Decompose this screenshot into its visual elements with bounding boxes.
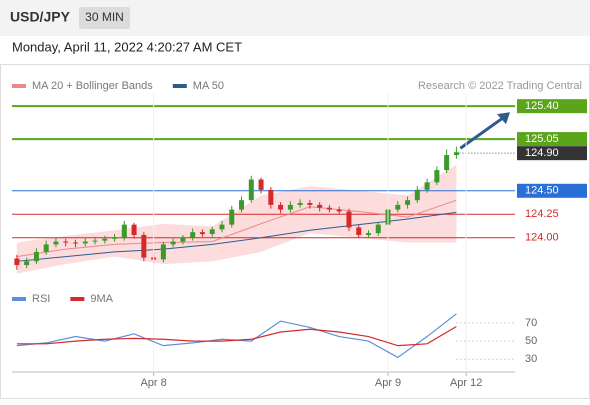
candle-body bbox=[375, 224, 381, 234]
candle-body bbox=[92, 240, 98, 242]
moving-average bbox=[16, 199, 457, 258]
candle-body bbox=[170, 241, 176, 245]
level-label: 124.90 bbox=[525, 147, 559, 159]
candle-body bbox=[434, 170, 440, 183]
level-tag bbox=[517, 183, 587, 198]
level-label: 125.40 bbox=[525, 100, 559, 112]
candle-body bbox=[297, 203, 303, 205]
y-tick-label: 50 bbox=[525, 335, 537, 347]
candle-body bbox=[131, 224, 137, 235]
candle-body bbox=[180, 237, 186, 242]
candle-body bbox=[453, 152, 459, 156]
candle-body bbox=[287, 204, 293, 210]
candle-body bbox=[268, 189, 274, 205]
interval-badge[interactable] bbox=[79, 7, 130, 29]
candle-body bbox=[121, 224, 127, 238]
candle-body bbox=[248, 179, 254, 201]
legend-label: MA 20 + Bollinger Bands bbox=[32, 80, 153, 92]
level-label: 124.00 bbox=[525, 232, 559, 244]
indicator-line bbox=[16, 326, 457, 347]
candle-body bbox=[278, 204, 284, 210]
target-arrowhead bbox=[497, 112, 510, 125]
indicator-line bbox=[16, 313, 457, 359]
moving-average bbox=[16, 211, 457, 262]
candle-body bbox=[239, 200, 245, 210]
candle-body bbox=[63, 241, 69, 243]
level-label: 124.25 bbox=[525, 208, 559, 220]
candle-body bbox=[24, 261, 30, 266]
legend-swatch bbox=[12, 84, 26, 88]
candle-body bbox=[209, 229, 215, 235]
y-tick-label: 70 bbox=[525, 317, 537, 329]
candle-body bbox=[336, 209, 342, 212]
candle-body bbox=[112, 237, 118, 239]
candle-body bbox=[346, 211, 352, 228]
candle-body bbox=[307, 203, 313, 205]
candle-body bbox=[229, 209, 235, 225]
x-tick-label: Apr 12 bbox=[450, 377, 482, 389]
candle-body bbox=[33, 251, 39, 262]
x-tick-label: Apr 9 bbox=[375, 377, 401, 389]
candle-body bbox=[160, 244, 166, 260]
legend-swatch bbox=[70, 297, 85, 301]
candle-body bbox=[424, 182, 430, 190]
legend-label: RSI bbox=[32, 293, 50, 305]
credit: Research © 2022 Trading Central bbox=[418, 80, 582, 92]
level-tag bbox=[517, 132, 587, 147]
level-tag bbox=[517, 99, 587, 114]
candle-body bbox=[141, 234, 147, 258]
x-tick-label: Apr 8 bbox=[140, 377, 166, 389]
candle-body bbox=[219, 224, 225, 230]
candle-body bbox=[365, 233, 371, 235]
legend-label: 9MA bbox=[90, 293, 113, 305]
candle-body bbox=[14, 258, 20, 266]
level-label: 125.05 bbox=[525, 133, 559, 145]
legend-label: MA 50 bbox=[193, 80, 224, 92]
legend-swatch bbox=[172, 84, 187, 88]
candle-body bbox=[356, 227, 362, 235]
symbol: USD/JPY bbox=[10, 9, 71, 25]
candle-body bbox=[102, 238, 108, 241]
candle-body bbox=[326, 207, 332, 210]
timestamp: Monday, April 11, 2022 4:20:27 AM CET bbox=[12, 39, 242, 54]
bollinger-band bbox=[16, 164, 457, 274]
candle-body bbox=[199, 232, 205, 235]
candle-body bbox=[414, 189, 420, 201]
candle-body bbox=[444, 155, 450, 171]
candle-body bbox=[258, 179, 264, 190]
candle-body bbox=[395, 204, 401, 210]
interval[interactable]: 30 MIN bbox=[85, 10, 124, 24]
candle-body bbox=[190, 232, 196, 238]
candle-body bbox=[405, 200, 411, 205]
candle-body bbox=[317, 204, 323, 208]
candle-body bbox=[82, 241, 88, 244]
target-arrow bbox=[459, 115, 505, 150]
legend-swatch bbox=[12, 297, 26, 301]
candle-body bbox=[53, 241, 59, 245]
level-tag bbox=[517, 146, 587, 161]
y-tick-label: 30 bbox=[525, 353, 537, 365]
candle-body bbox=[43, 244, 49, 252]
level-label: 124.50 bbox=[525, 185, 559, 197]
candle-body bbox=[72, 242, 78, 244]
